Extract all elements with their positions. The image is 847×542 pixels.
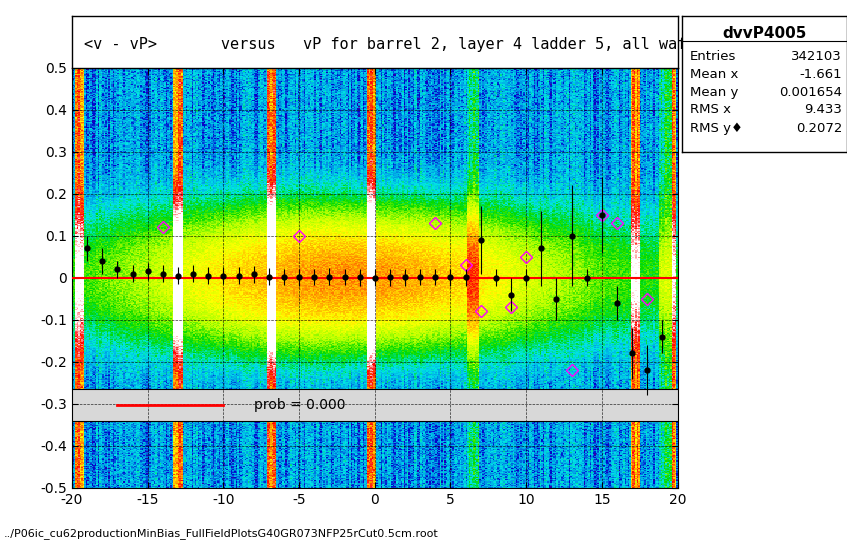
Text: Entries: Entries (690, 50, 737, 63)
Text: 0.2072: 0.2072 (795, 122, 842, 135)
Text: 0.001654: 0.001654 (779, 86, 842, 99)
Text: RMS x: RMS x (690, 104, 731, 116)
Text: -1.661: -1.661 (800, 68, 842, 81)
Text: dvvP4005: dvvP4005 (722, 25, 806, 41)
Text: Mean x: Mean x (690, 68, 739, 81)
Text: <v - vP>       versus   vP for barrel 2, layer 4 ladder 5, all wafers: <v - vP> versus vP for barrel 2, layer 4… (84, 37, 714, 52)
Text: Mean y: Mean y (690, 86, 739, 99)
Text: RMS y♦: RMS y♦ (690, 122, 743, 135)
Text: 342103: 342103 (791, 50, 842, 63)
Text: prob = 0.000: prob = 0.000 (254, 398, 346, 412)
Text: ../P06ic_cu62productionMinBias_FullFieldPlotsG40GR073NFP25rCut0.5cm.root: ../P06ic_cu62productionMinBias_FullField… (4, 528, 439, 539)
Text: 9.433: 9.433 (804, 104, 842, 116)
